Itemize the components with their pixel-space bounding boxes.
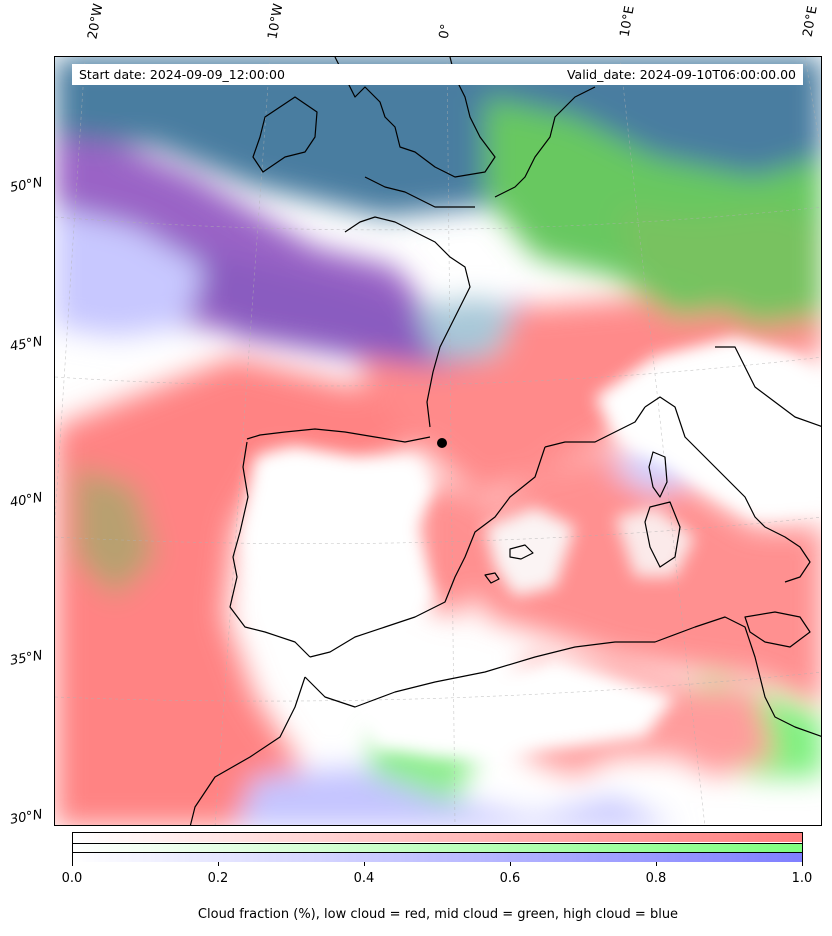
lat-label-45n: 45°N	[8, 334, 44, 355]
colorbar-tick-label: 0.0	[61, 871, 83, 886]
colorbar-tick-label: 0.8	[645, 871, 667, 886]
coastline-sicily	[744, 611, 811, 648]
colorbar-high-cloud	[73, 852, 802, 862]
lon-label-0: 0°	[436, 22, 455, 41]
lon-label-20e: 20°E	[800, 4, 821, 39]
map-panel	[54, 56, 822, 826]
coastline-iberia-east	[309, 446, 546, 658]
start-date-label: Start date: 2024-09-09_12:00:00	[79, 67, 285, 82]
coastline-france-west	[344, 216, 471, 428]
colorbar-mid-cloud	[73, 843, 802, 853]
lat-label-35n: 35°N	[8, 648, 44, 669]
coastline-iberia-west	[229, 441, 311, 658]
colorbar-tick-label: 0.6	[499, 871, 521, 886]
coastline-corsica	[648, 451, 668, 498]
valid-date-label: Valid_date: 2024-09-10T06:00:00.00	[566, 67, 796, 82]
coastline-iberia-north	[246, 428, 431, 443]
lat-label-50n: 50°N	[8, 175, 44, 196]
coastline-italy	[644, 396, 811, 583]
coastline-sardinia	[644, 501, 681, 568]
coastline-north-africa	[304, 616, 821, 737]
lat-label-40n: 40°N	[8, 490, 44, 511]
coastline-mallorca	[509, 544, 534, 560]
lon-label-10w: 10°W	[265, 2, 287, 41]
lon-label-20w: 20°W	[85, 2, 107, 41]
date-info-box: Start date: 2024-09-09_12:00:00 Valid_da…	[72, 64, 803, 85]
colorbar-tick	[72, 862, 73, 866]
coastline-adriatic	[715, 346, 821, 427]
lon-label-10e: 10°E	[617, 4, 638, 39]
cloud-map	[55, 57, 821, 825]
colorbar	[72, 832, 803, 862]
coastlines	[189, 57, 821, 825]
colorbar-tick	[656, 862, 657, 866]
colorbar-caption: Cloud fraction (%), low cloud = red, mid…	[197, 907, 679, 922]
coastline-morocco-atlantic	[189, 676, 306, 825]
coastline-ireland	[252, 96, 318, 173]
clear-sky-areas	[245, 337, 821, 757]
coastline-great-britain	[334, 57, 496, 178]
coastline-ibiza	[484, 572, 500, 584]
colorbar-tick	[218, 862, 219, 866]
coastline-england-south	[364, 176, 475, 208]
colorbar-tick-label: 1.0	[791, 871, 813, 886]
colorbar-tick-label: 0.2	[207, 871, 229, 886]
lat-label-30n: 30°N	[8, 807, 44, 828]
colorbar-low-cloud	[73, 833, 802, 842]
marker-dot	[437, 438, 447, 448]
colorbar-tick-label: 0.4	[353, 871, 375, 886]
coastline-north-sea	[494, 86, 596, 198]
graticule	[55, 57, 821, 825]
colorbar-tick	[510, 862, 511, 866]
coastline-france-med	[544, 406, 646, 448]
colorbar-tick	[802, 862, 803, 866]
colorbar-tick	[364, 862, 365, 866]
